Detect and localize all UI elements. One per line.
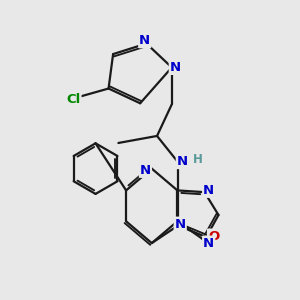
Text: H: H — [193, 153, 202, 166]
Text: N: N — [139, 34, 150, 47]
Text: N: N — [203, 184, 214, 197]
Text: Cl: Cl — [66, 93, 80, 106]
Text: O: O — [208, 230, 219, 243]
Text: N: N — [203, 237, 214, 250]
Text: N: N — [140, 164, 151, 177]
Text: N: N — [177, 155, 188, 168]
Text: N: N — [175, 218, 186, 231]
Text: N: N — [170, 61, 181, 74]
